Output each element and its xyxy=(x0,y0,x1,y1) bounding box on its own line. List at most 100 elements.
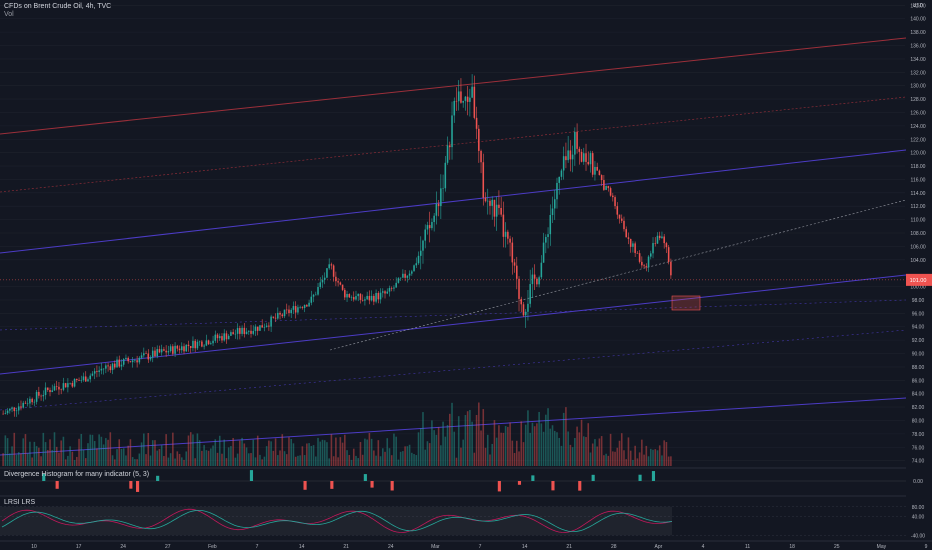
candle xyxy=(29,398,31,404)
volume-bar xyxy=(641,439,643,466)
histogram-bar xyxy=(517,481,522,485)
candle xyxy=(53,386,56,391)
volume-bar xyxy=(51,449,54,466)
volume-bar xyxy=(636,458,639,466)
candle xyxy=(120,364,123,367)
histogram-bar xyxy=(55,481,59,489)
candle xyxy=(323,277,326,280)
candle xyxy=(607,185,610,189)
volume-bar xyxy=(569,444,572,466)
volume-bar xyxy=(98,434,100,466)
volume-bar xyxy=(174,458,176,466)
histogram-bar xyxy=(497,481,501,492)
volume-bar xyxy=(609,433,612,466)
volume-bar xyxy=(277,455,279,466)
volume-bar xyxy=(507,426,509,466)
candle xyxy=(437,203,440,207)
candle xyxy=(245,331,248,334)
volume-bar xyxy=(183,459,185,466)
candle xyxy=(136,360,138,363)
candle xyxy=(254,326,257,331)
candle xyxy=(614,197,616,207)
candle xyxy=(17,406,20,411)
candle xyxy=(636,252,639,254)
candle xyxy=(402,273,404,278)
candle xyxy=(491,199,493,206)
candle xyxy=(225,333,228,340)
volume-bar xyxy=(665,441,668,466)
x-tick-label: 7 xyxy=(256,544,259,550)
candle xyxy=(140,355,143,358)
volume-bar xyxy=(475,414,478,466)
volume-bar xyxy=(444,436,447,466)
volume-bar xyxy=(453,431,456,466)
candle xyxy=(587,161,590,165)
candle xyxy=(89,375,91,380)
candle xyxy=(413,265,415,272)
y-tick-label: 82.00 xyxy=(912,405,925,411)
volume-bar xyxy=(486,434,489,466)
volume-bar xyxy=(4,435,7,466)
volume-bar xyxy=(216,452,219,466)
volume-bar xyxy=(417,432,420,466)
volume-bar xyxy=(504,426,507,466)
volume-bar xyxy=(406,446,409,466)
y-tick-label: 122.00 xyxy=(910,137,926,143)
volume-bar xyxy=(67,455,69,466)
volume-bar xyxy=(160,445,163,466)
candle xyxy=(558,176,560,183)
candle xyxy=(355,296,357,300)
support-zone-box[interactable] xyxy=(671,295,701,311)
volume-bar xyxy=(524,424,527,466)
candle xyxy=(47,387,49,390)
x-tick-label: 24 xyxy=(388,544,394,550)
volume-bar xyxy=(551,425,554,466)
candle xyxy=(629,238,632,247)
candle xyxy=(259,325,261,331)
volume-bar xyxy=(629,450,632,466)
candle xyxy=(232,332,234,335)
candle xyxy=(426,225,429,230)
volume-bar xyxy=(20,453,22,466)
candle xyxy=(623,220,625,230)
candle xyxy=(393,287,395,289)
candle xyxy=(384,291,386,294)
candle xyxy=(60,389,62,391)
candle xyxy=(131,360,134,363)
volume-bar xyxy=(131,457,134,466)
candle xyxy=(596,166,598,171)
volume-bar xyxy=(583,436,585,466)
volume-bar xyxy=(239,440,241,466)
candle xyxy=(250,330,252,334)
volume-bar xyxy=(250,453,252,466)
candle xyxy=(187,344,190,347)
candle xyxy=(337,281,339,283)
candle xyxy=(241,327,243,334)
volume-bar xyxy=(2,453,4,466)
y-tick-label: 84.00 xyxy=(912,392,925,398)
candle xyxy=(625,229,627,238)
volume-bar xyxy=(176,451,179,466)
volume-bar xyxy=(256,435,259,466)
histogram-bar xyxy=(551,481,555,491)
candle xyxy=(560,170,563,177)
candle xyxy=(386,291,389,294)
volume-bar xyxy=(136,459,138,466)
volume-bar xyxy=(227,447,230,466)
volume-bar xyxy=(399,451,402,466)
volume-bar xyxy=(516,440,518,466)
candle xyxy=(4,413,7,414)
volume-bar xyxy=(53,432,56,466)
y-tick-label: 138.00 xyxy=(910,30,926,36)
candle xyxy=(348,294,351,298)
volume-bar xyxy=(471,421,473,466)
time-axis[interactable]: 10 17 24 27 Feb 7 14 21 24 Mar 7 14 21 28 Apr 4 11 18 25 Ma… xyxy=(0,540,932,550)
candle xyxy=(482,162,485,198)
volume-bar xyxy=(301,446,304,466)
volume-bar xyxy=(178,453,181,466)
candle xyxy=(395,282,397,288)
volume-bar xyxy=(243,443,246,466)
volume-bar xyxy=(529,432,531,466)
